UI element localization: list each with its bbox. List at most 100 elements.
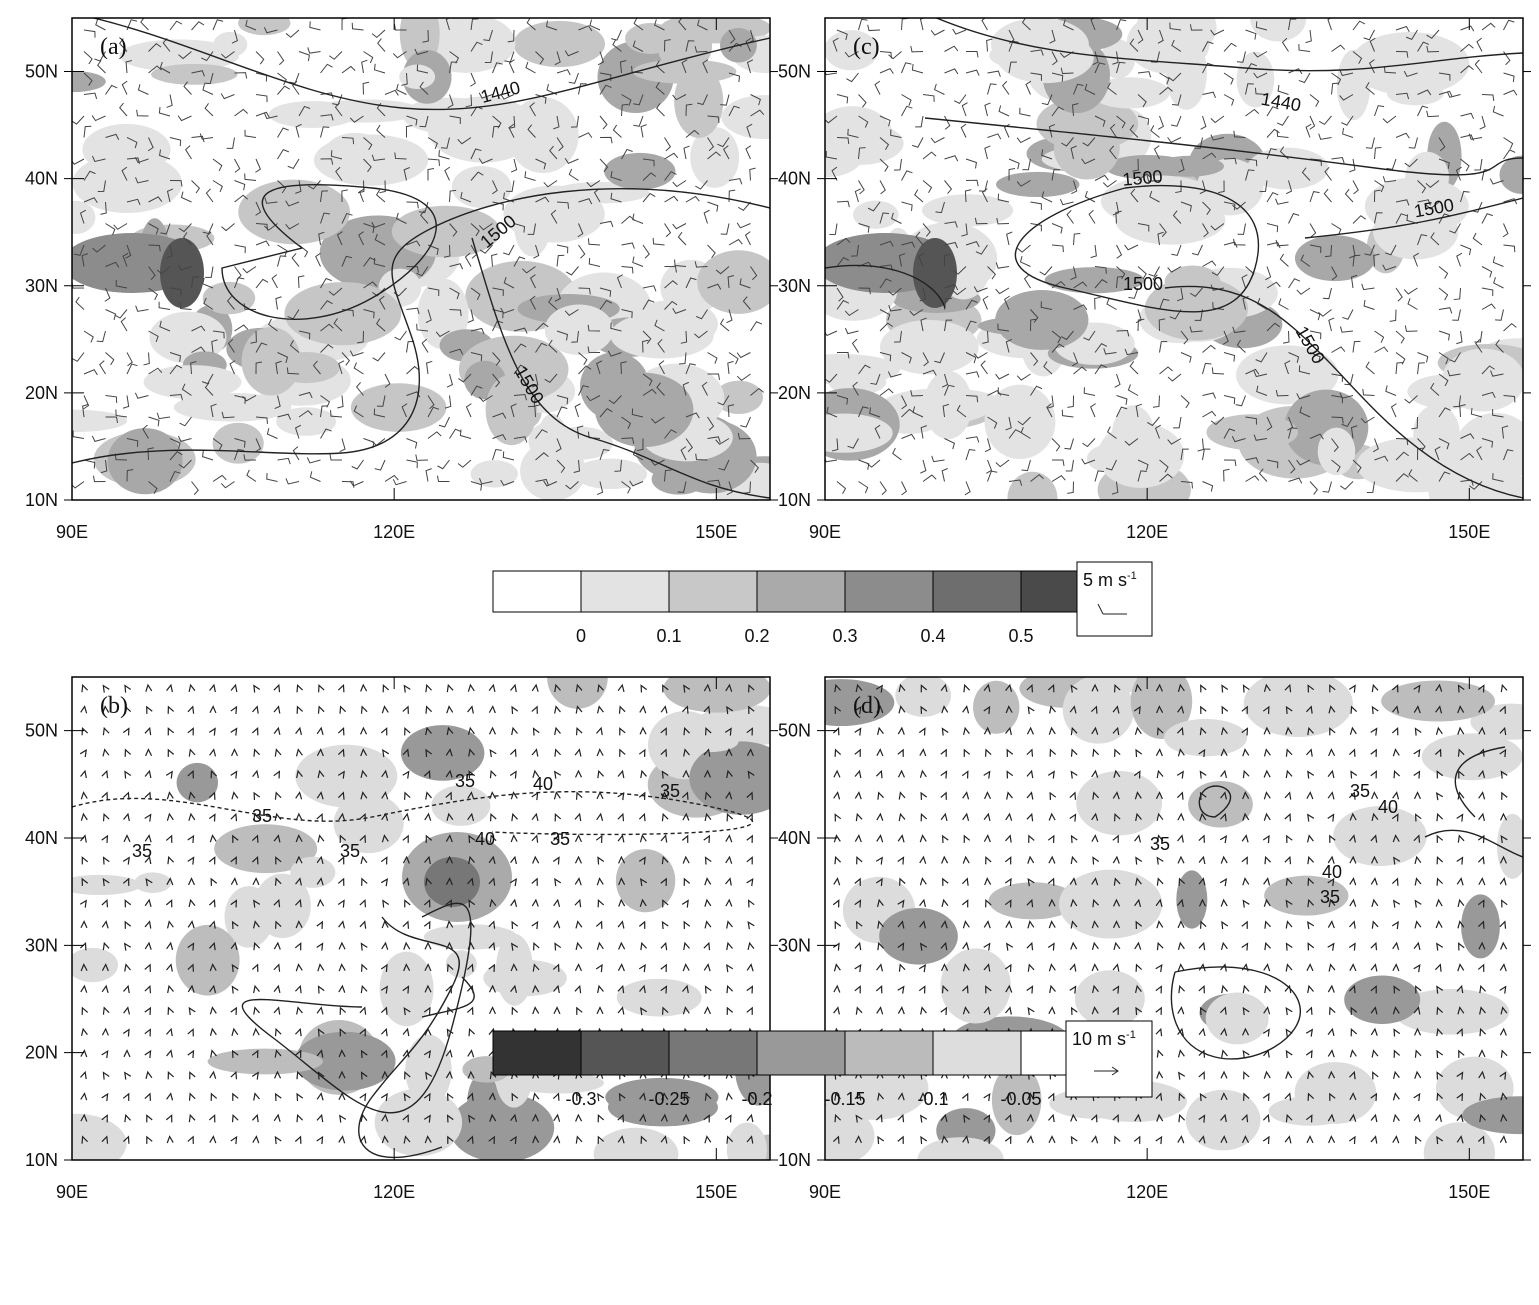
wind-barb — [83, 72, 93, 86]
wind-barb — [1006, 231, 1013, 246]
wind-barb — [901, 352, 912, 364]
wind-barb — [1288, 427, 1298, 439]
wind-barb — [205, 188, 214, 203]
wind-barb — [212, 330, 225, 339]
wind-barb — [419, 81, 429, 95]
wind-barb — [277, 72, 287, 86]
wind-arrow — [468, 1027, 476, 1037]
wind-barb — [148, 65, 162, 74]
wind-arrow — [661, 920, 669, 930]
wind-barb — [231, 29, 238, 44]
shading — [290, 856, 336, 888]
wind-arrow — [144, 726, 152, 736]
wind-barb — [910, 45, 924, 53]
wind-arrow — [337, 877, 345, 886]
wind-arrow — [231, 1027, 239, 1036]
wind-arrow — [531, 748, 539, 757]
y-tick-label: 20N — [778, 383, 811, 403]
wind-arrow — [273, 705, 281, 714]
wind-barb — [363, 51, 374, 64]
wind-arrow — [1285, 942, 1293, 951]
wind-arrow — [317, 769, 325, 779]
wind-arrow — [144, 1006, 152, 1016]
wind-arrow — [941, 834, 949, 844]
wind-arrow — [1176, 791, 1184, 800]
wind-arrow — [424, 941, 432, 950]
wind-barb — [621, 481, 631, 494]
wind-barb — [586, 395, 601, 402]
wind-barb — [94, 51, 106, 62]
wind-barb — [427, 244, 439, 255]
colorbar-box — [580, 1030, 670, 1076]
wind-arrow — [1026, 1113, 1034, 1122]
wind-barb — [220, 481, 235, 489]
wind-barb — [1172, 210, 1182, 224]
wind-arrow — [274, 1092, 282, 1102]
wind-barb — [642, 244, 650, 259]
wind-arrow — [187, 920, 195, 929]
wind-barb — [610, 322, 622, 332]
wind-barb — [115, 279, 128, 289]
wind-arrow — [552, 963, 560, 972]
wind-arrow — [1391, 813, 1399, 822]
wind-barb — [1352, 51, 1363, 64]
wind-arrow — [468, 1114, 476, 1123]
wind-arrow — [1242, 899, 1250, 908]
wind-barb — [1180, 352, 1192, 363]
wind-arrow — [80, 812, 88, 821]
wind-barb — [1479, 115, 1486, 130]
wind-barb — [825, 330, 838, 337]
wind-arrow — [1477, 963, 1485, 972]
wind-arrow — [381, 920, 389, 929]
shading — [988, 882, 1078, 920]
wind-barb — [553, 115, 560, 130]
wind-barb — [1210, 284, 1225, 291]
wind-arrow — [1220, 898, 1228, 907]
wind-arrow — [80, 834, 87, 843]
wind-barb — [879, 388, 894, 396]
wind-barb — [982, 330, 989, 344]
wind-arrow — [574, 984, 582, 994]
wind-arrow — [898, 963, 906, 972]
wind-barb — [1066, 209, 1074, 224]
wind-barb — [1137, 173, 1152, 181]
wind-arrow — [1091, 1135, 1099, 1144]
wind-barb — [1090, 18, 1096, 31]
wind-barb — [532, 373, 539, 388]
shading — [213, 31, 248, 58]
shading — [1126, 18, 1210, 74]
wind-barb — [419, 115, 429, 128]
wind-arrow — [488, 726, 496, 735]
wind-arrow — [1112, 834, 1119, 843]
wind-arrow — [446, 705, 454, 714]
shading — [605, 1077, 719, 1117]
wind-arrow — [1349, 812, 1357, 821]
wind-arrow — [747, 921, 755, 930]
wind-barb — [1438, 307, 1453, 314]
wind-barb — [492, 201, 504, 211]
wind-arrow — [124, 1071, 132, 1080]
wind-arrow — [445, 877, 453, 886]
wind-arrow — [1198, 1027, 1206, 1037]
wind-barb — [944, 319, 953, 332]
wind-barb — [320, 114, 334, 121]
shading — [1336, 49, 1371, 121]
y-tick-label: 30N — [25, 276, 58, 296]
wind-arrow — [1155, 1135, 1163, 1145]
wind-barb — [1137, 223, 1150, 232]
wind-barb — [944, 115, 951, 130]
wind-barb — [1352, 20, 1366, 31]
wind-arrow — [316, 1113, 324, 1123]
wind-barb — [1438, 137, 1446, 152]
wind-barb — [894, 330, 902, 343]
wind-arrow — [962, 791, 970, 800]
wind-arrow — [1370, 770, 1377, 779]
shading — [238, 179, 350, 245]
wind-arrow — [101, 834, 109, 844]
wind-arrow — [337, 791, 345, 800]
wind-barb — [287, 158, 300, 170]
shading — [690, 126, 740, 188]
wind-arrow — [1285, 1007, 1293, 1016]
wind-barb — [362, 81, 370, 95]
wind-barb — [1438, 373, 1449, 387]
